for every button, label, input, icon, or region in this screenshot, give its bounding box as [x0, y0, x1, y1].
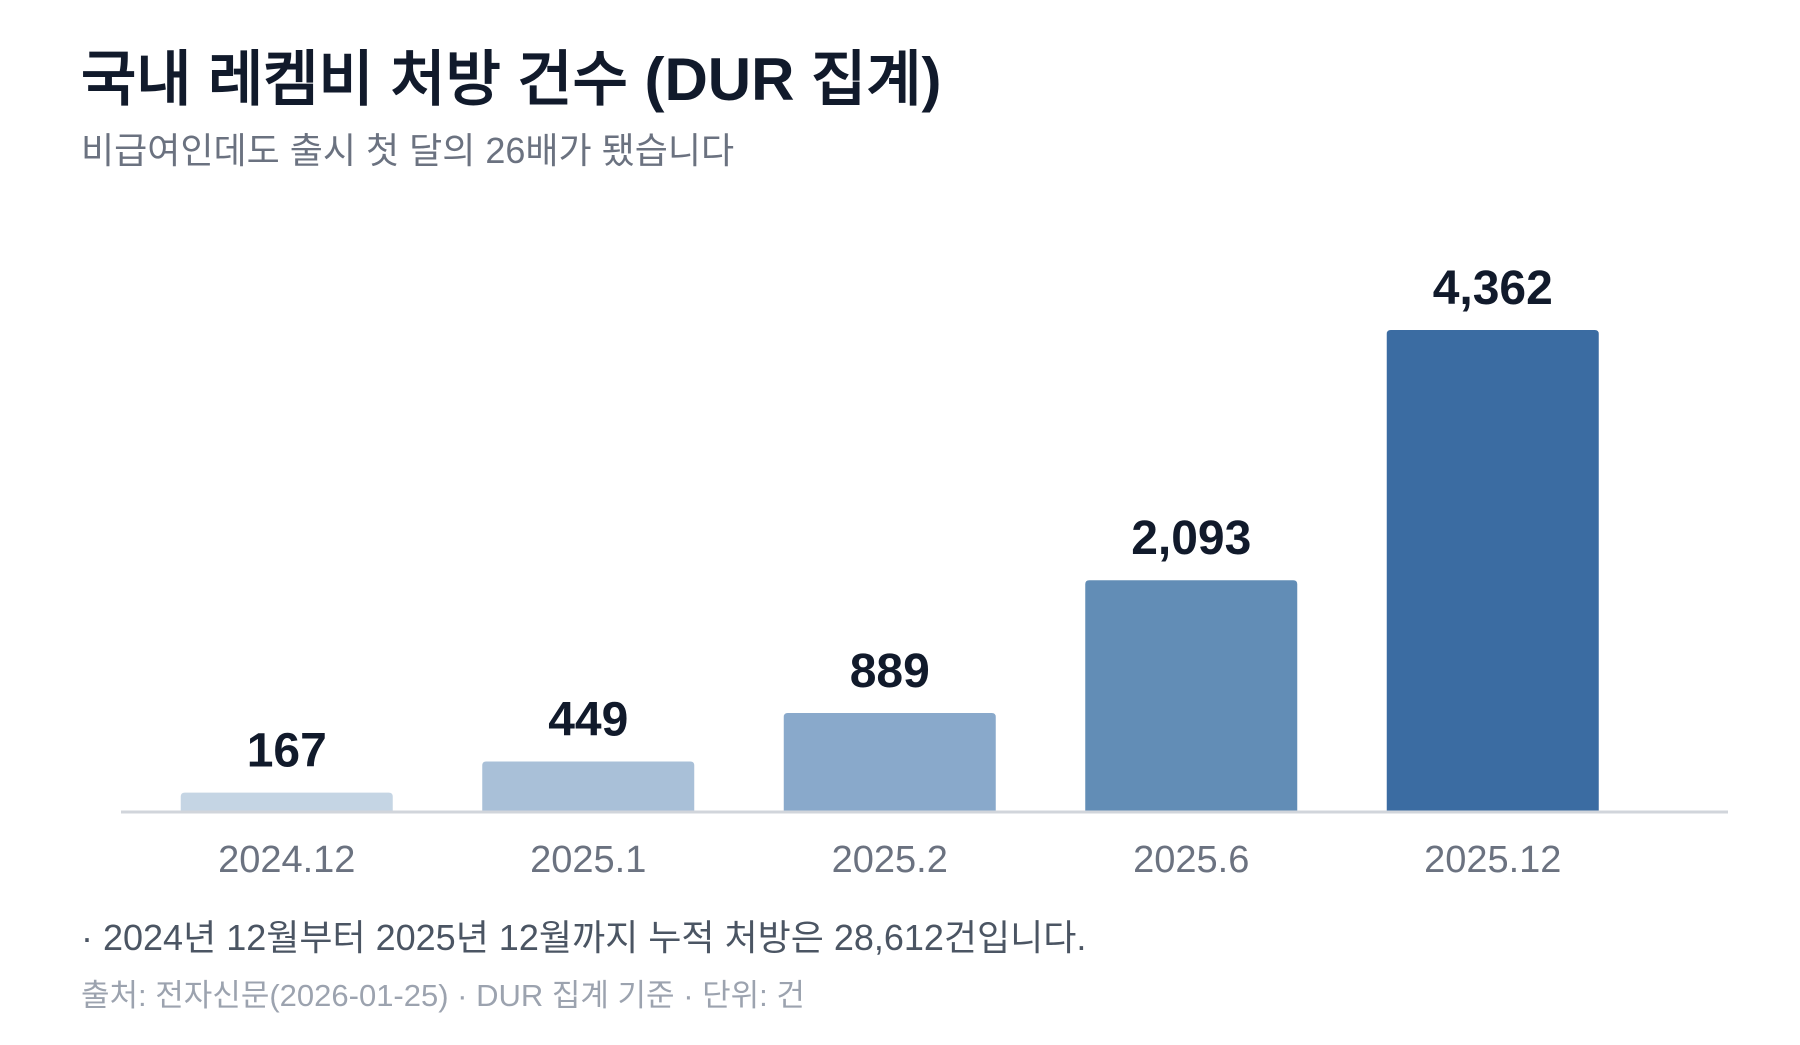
x-tick-label: 2025.2 [832, 839, 948, 881]
x-tick-label: 2025.6 [1133, 839, 1249, 881]
value-label: 2,093 [1131, 512, 1251, 565]
x-tick-label: 2025.1 [530, 839, 646, 881]
note: · 2024년 12월부터 2025년 12월까지 누적 처방은 28,612건… [81, 917, 1086, 958]
value-label: 449 [548, 693, 628, 746]
chart-subtitle: 비급여인데도 출시 첫 달의 26배가 됐습니다 [81, 130, 734, 171]
value-label: 167 [247, 725, 327, 778]
x-tick-label: 2025.12 [1424, 839, 1561, 881]
source: 출처: 전자신문(2026-01-25) · DUR 집계 기준 · 단위: 건 [81, 978, 805, 1013]
value-label: 4,362 [1433, 262, 1553, 315]
bar [1085, 580, 1298, 811]
bar [783, 712, 996, 811]
bar [180, 792, 393, 811]
value-label: 889 [850, 645, 930, 698]
bar [482, 761, 695, 811]
x-tick-label: 2024.12 [218, 839, 355, 881]
chart-title: 국내 레켐비 처방 건수 (DUR 집계) [81, 46, 942, 113]
bar [1386, 330, 1599, 811]
